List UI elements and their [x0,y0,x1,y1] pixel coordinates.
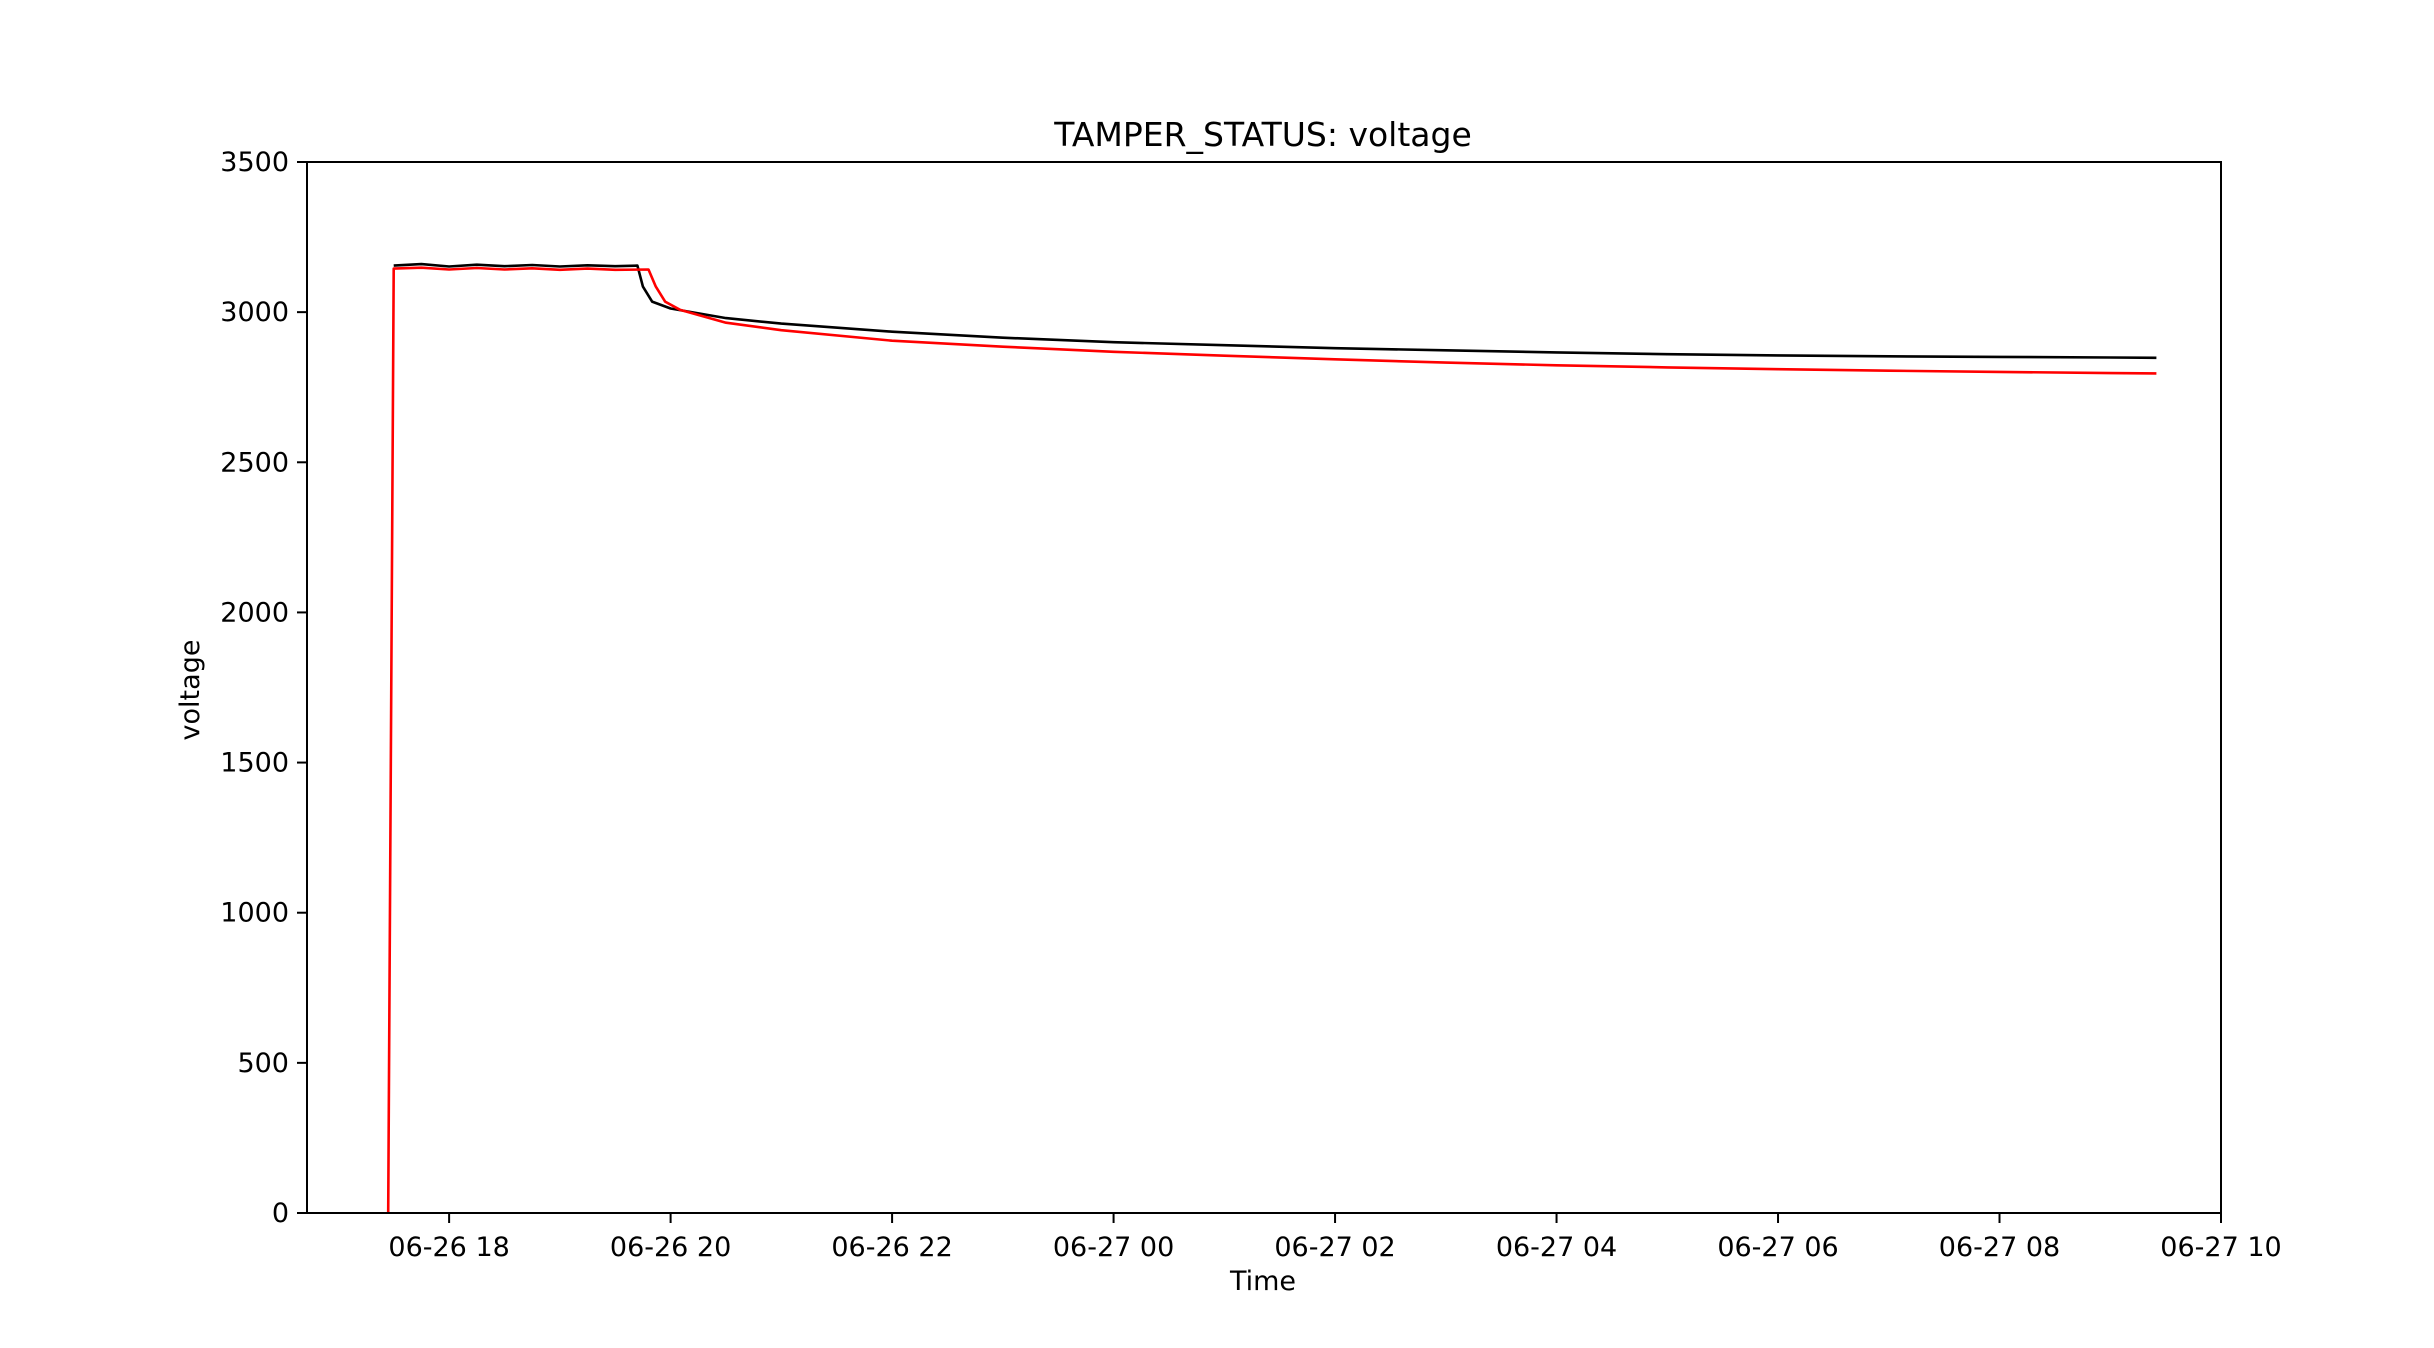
y-tick-label: 1000 [220,898,289,929]
y-tick-label: 3500 [220,147,289,178]
y-tick-label: 2500 [220,447,289,478]
chart-title: TAMPER_STATUS: voltage [1053,115,1472,154]
x-tick-label: 06-27 02 [1274,1232,1395,1263]
x-axis: 06-26 18 06-26 20 06-26 22 06-27 00 06-27 02… [388,1213,2282,1263]
y-axis: 0 500 1000 1500 2000 2500 3000 3500 [220,147,307,1229]
x-tick-label: 06-27 00 [1053,1232,1174,1263]
x-tick-label: 06-26 22 [831,1232,952,1263]
y-tick-label: 1500 [220,748,289,779]
x-tick-label: 06-27 10 [2160,1232,2281,1263]
plot-frame [306,161,2222,1214]
x-tick-label: 06-26 18 [388,1232,509,1263]
plot-area [386,262,2157,1214]
x-tick-label: 06-26 20 [610,1232,731,1263]
y-tick-label: 500 [237,1048,289,1079]
x-tick-label: 06-27 04 [1496,1232,1617,1263]
series-line-2 [386,266,2157,1214]
x-tick-label: 06-27 06 [1717,1232,1838,1263]
y-axis-label: voltage [175,640,206,741]
y-tick-label: 3000 [220,297,289,328]
y-tick-label: 2000 [220,597,289,628]
x-tick-label: 06-27 08 [1939,1232,2060,1263]
y-tick-label: 0 [272,1198,289,1229]
series-line-1 [393,262,2157,360]
x-axis-label: Time [1229,1266,1296,1297]
